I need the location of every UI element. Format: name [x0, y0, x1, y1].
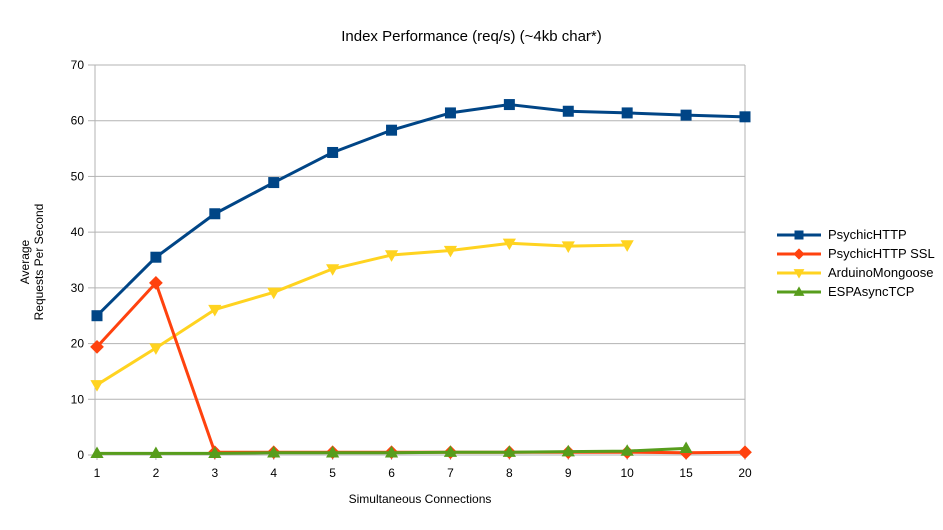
y-tick-label: 20 [71, 337, 85, 351]
series-0-square-marker [680, 109, 692, 121]
series-0-square-marker [268, 177, 280, 189]
legend-item-label: PsychicHTTP [828, 227, 907, 242]
series-line-0 [95, 103, 746, 317]
series-3-triangle-up-marker [90, 446, 104, 459]
series-2-triangle-down-marker [384, 250, 399, 262]
series-3-triangle-up-marker [326, 445, 340, 458]
legend-marker-shape [793, 285, 805, 296]
legend-item-label: PsychicHTTP SSL [828, 246, 935, 261]
triangle-down-legend-icon [777, 268, 821, 279]
series-line-2 [96, 241, 628, 387]
legend-marker-shape [793, 268, 805, 279]
series-2-triangle-down-marker [267, 287, 281, 300]
legend-item: PsychicHTTP SSL [776, 245, 935, 262]
triangle-up-legend-icon [777, 285, 821, 296]
legend-marker-shape [793, 247, 805, 260]
legend-item-label: ArduinoMongoose [828, 265, 934, 280]
x-tick-label: 4 [270, 466, 277, 480]
y-axis-title: Average Requests Per Second [18, 204, 46, 321]
series-line-1 [95, 281, 746, 455]
x-tick-label: 10 [621, 466, 635, 480]
y-tick-label: 70 [71, 58, 85, 72]
x-axis-title: Simultaneous Connections [348, 492, 492, 506]
series-0-square-marker [91, 310, 103, 322]
diamond-legend-icon [777, 247, 821, 260]
series-3-triangle-up-marker [502, 445, 516, 457]
y-tick-label: 0 [77, 448, 84, 462]
y-axis-title-line2: Requests Per Second [32, 203, 46, 321]
series-0-square-marker [503, 99, 515, 111]
x-tick-label: 3 [211, 466, 218, 480]
series-0-square-marker [739, 111, 751, 123]
x-tick-label: 1 [94, 466, 101, 480]
y-tick-label: 10 [71, 392, 85, 406]
square-legend-icon [777, 230, 821, 239]
series-1-diamond-marker [90, 340, 104, 354]
series-0-square-marker [327, 146, 339, 158]
series-3-triangle-up-marker [267, 445, 281, 458]
x-tick-label: 9 [565, 466, 572, 480]
x-tick-label: 20 [738, 466, 752, 480]
legend-item: PsychicHTTP [776, 226, 935, 243]
y-tick-label: 60 [71, 114, 85, 128]
series-0-square-marker [621, 107, 633, 119]
series-2-triangle-down-marker [620, 240, 634, 252]
legend-marker-shape [794, 230, 804, 239]
series-2-triangle-down-marker [208, 304, 222, 317]
y-tick-label: 30 [71, 281, 85, 295]
x-tick-label: 8 [506, 466, 513, 480]
series-0-square-marker [444, 107, 456, 119]
series-3-triangle-up-marker [443, 445, 458, 457]
series-2-triangle-down-marker [326, 264, 340, 276]
series-3-triangle-up-marker [561, 444, 575, 457]
series-2-triangle-down-marker [502, 238, 516, 251]
y-tick-label: 40 [71, 225, 85, 239]
series-3-triangle-up-marker [620, 444, 634, 456]
x-tick-label: 7 [447, 466, 454, 480]
series-1-diamond-marker [738, 445, 752, 460]
y-axis-title-line1: Average [18, 239, 32, 285]
series-2-triangle-down-marker [149, 343, 163, 355]
x-tick-label: 5 [329, 466, 336, 480]
x-tick-label: 6 [388, 466, 395, 480]
x-tick-label: 2 [153, 466, 160, 480]
series-2-triangle-down-marker [561, 241, 575, 253]
series-3-triangle-up-marker [384, 445, 399, 458]
x-tick-label: 15 [679, 466, 693, 480]
legend-item-label: ESPAsyncTCP [828, 284, 915, 299]
y-tick-label: 50 [71, 169, 85, 183]
legend-item: ArduinoMongoose [776, 264, 935, 281]
legend-item: ESPAsyncTCP [776, 283, 935, 300]
series-0-square-marker [562, 105, 574, 117]
series-0-square-marker [150, 251, 162, 263]
chart-title: Index Performance (req/s) (~4kb char*) [341, 28, 602, 45]
series-0-square-marker [209, 208, 221, 220]
series-3-triangle-up-marker [679, 441, 693, 453]
legend: PsychicHTTP PsychicHTTP SSL ArduinoMongoos… [776, 226, 935, 300]
series-0-square-marker [386, 124, 398, 136]
series-3-triangle-up-marker [208, 446, 222, 459]
series-2-triangle-down-marker [443, 245, 458, 258]
series-2-triangle-down-marker [90, 380, 104, 392]
series-3-triangle-up-marker [149, 446, 163, 459]
series-1-diamond-marker [149, 275, 163, 290]
